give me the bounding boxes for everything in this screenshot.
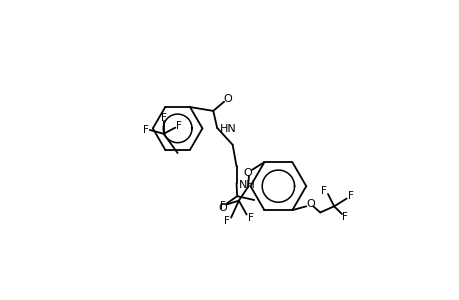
Text: F: F <box>341 212 347 222</box>
Text: F: F <box>347 191 353 201</box>
Text: F: F <box>247 213 253 223</box>
Text: F: F <box>176 121 182 131</box>
Text: F: F <box>143 125 148 135</box>
Text: HN: HN <box>219 124 236 134</box>
Text: O: O <box>218 203 226 213</box>
Text: F: F <box>224 216 230 226</box>
Text: O: O <box>223 94 232 103</box>
Text: F: F <box>320 186 326 196</box>
Text: NH: NH <box>239 180 255 190</box>
Text: F: F <box>160 112 166 123</box>
Text: O: O <box>242 168 251 178</box>
Text: F: F <box>219 201 225 211</box>
Text: O: O <box>306 199 314 209</box>
